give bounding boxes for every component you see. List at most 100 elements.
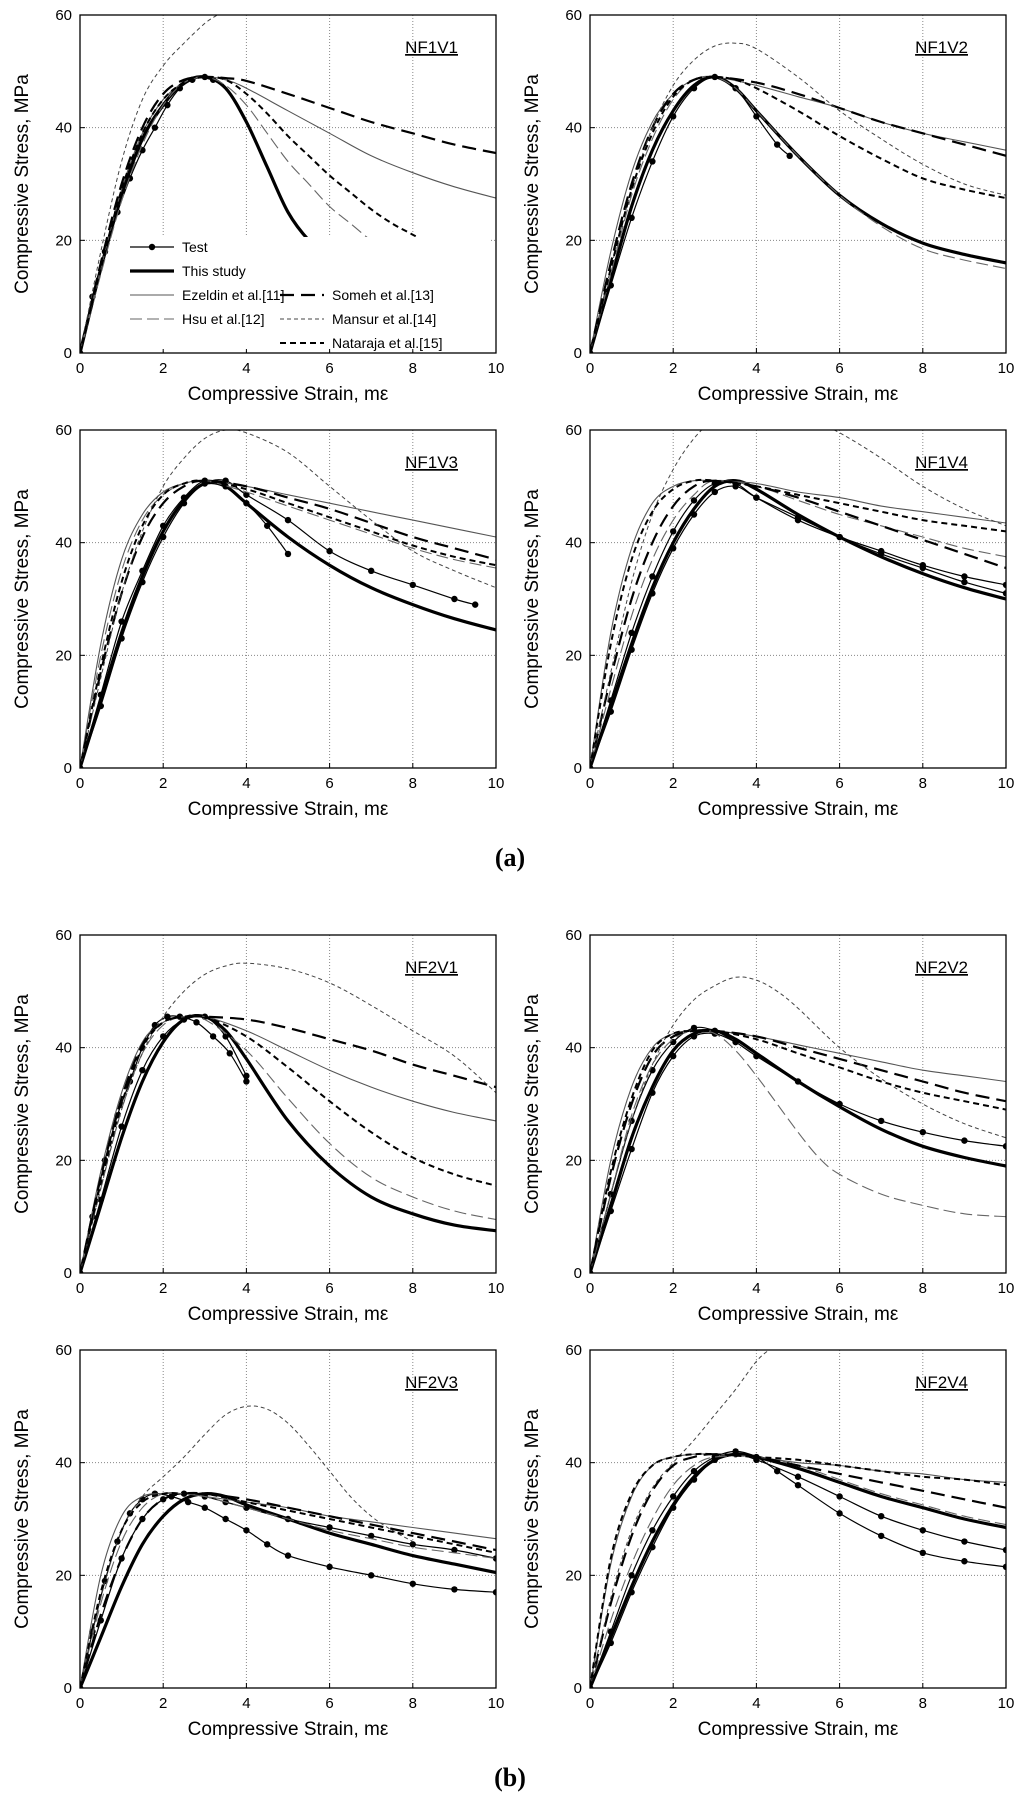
x-tick-label: 6 — [835, 1280, 843, 1297]
series-line-test — [590, 1450, 1006, 1688]
x-tick-label: 4 — [752, 1695, 760, 1712]
specimen-label: NF1V3 — [405, 453, 458, 472]
y-tick-label: 60 — [55, 422, 72, 439]
series-line-this-study — [590, 75, 1006, 353]
x-axis-title: Compressive Strain, mε — [698, 384, 899, 405]
test-data-point — [919, 1527, 926, 1534]
x-tick-label: 0 — [586, 360, 594, 377]
series-line-mansur — [590, 976, 1006, 1273]
test-data-point — [878, 1512, 885, 1520]
legend-label: Mansur et al.[14] — [332, 311, 436, 327]
test-data-point — [151, 124, 159, 131]
x-tick-label: 2 — [159, 1280, 167, 1297]
series-line-someh — [80, 1015, 496, 1273]
chart-panel-nf2v1: 0 2 4 6 8 10 0 20 40 60 Compressive Strain, mε Comp… — [12, 927, 504, 1325]
legend-label: Test — [182, 239, 208, 255]
plot-frame — [589, 934, 1007, 1274]
legend-item-ezeldin: Ezeldin et al.[11] — [130, 287, 284, 303]
y-tick-label: 60 — [55, 927, 72, 944]
series-line-mansur — [590, 1350, 770, 1688]
test-data-point — [409, 1580, 416, 1587]
y-tick-label: 0 — [574, 1265, 582, 1282]
y-tick-label: 20 — [565, 232, 582, 249]
x-tick-label: 6 — [835, 775, 843, 792]
series-line-nataraja — [590, 75, 1006, 353]
test-data-point — [492, 1589, 496, 1596]
test-data-point — [753, 494, 760, 501]
test-data-point — [368, 1572, 375, 1579]
series-line-test — [80, 479, 476, 768]
series-line-mansur — [80, 15, 218, 353]
x-tick-label: 4 — [752, 360, 760, 377]
legend-item-this-study: This study — [130, 263, 246, 279]
series-line-nataraja — [80, 1013, 496, 1273]
test-data-point — [794, 1482, 802, 1489]
y-tick-label: 0 — [574, 760, 582, 777]
series-line-hsu — [80, 76, 414, 353]
x-tick-label: 2 — [669, 1280, 677, 1297]
series-line-test — [80, 1015, 247, 1273]
test-data-point — [409, 1541, 416, 1548]
series-line-nataraja — [80, 1492, 496, 1688]
y-axis-title: Compressive Stress, MPa — [522, 74, 543, 294]
legend-item-nataraja: Nataraja et al.[15] — [280, 335, 443, 351]
series-line-nataraja — [590, 1029, 1006, 1273]
x-tick-label: 2 — [159, 360, 167, 377]
test-data-point — [961, 1558, 968, 1565]
y-tick-label: 60 — [55, 1342, 72, 1359]
test-data-point — [628, 1572, 635, 1579]
test-data-point — [243, 1078, 250, 1085]
x-axis-title: Compressive Strain, mε — [188, 799, 389, 820]
test-data-point — [222, 1515, 229, 1523]
test-data-point — [193, 1019, 200, 1026]
series-line-ezeldin — [590, 76, 1006, 353]
y-tick-label: 20 — [565, 1567, 582, 1584]
legend-label: Nataraja et al.[15] — [332, 335, 443, 351]
x-tick-label: 8 — [409, 1695, 417, 1712]
series-line-nataraja — [590, 478, 1006, 768]
caption-b: (b) — [494, 1763, 526, 1792]
test-data-point — [1002, 1143, 1006, 1150]
series-line-someh — [590, 75, 1006, 353]
y-tick-label: 60 — [565, 422, 582, 439]
x-tick-label: 10 — [998, 360, 1015, 377]
test-data-point — [690, 1467, 698, 1475]
x-tick-label: 8 — [409, 775, 417, 792]
legend-marker — [148, 243, 156, 251]
plot-frame — [79, 1349, 497, 1689]
test-data-point — [649, 158, 656, 165]
x-tick-label: 4 — [752, 775, 760, 792]
test-data-point — [326, 547, 333, 555]
legend-item-someh: Someh et al.[13] — [280, 287, 434, 303]
x-tick-label: 2 — [159, 775, 167, 792]
x-tick-label: 0 — [76, 1695, 84, 1712]
series-line-someh — [590, 479, 1006, 768]
x-tick-label: 8 — [409, 360, 417, 377]
test-data-point — [919, 1549, 926, 1557]
series-line-mansur — [80, 1405, 414, 1688]
series-line-nataraja — [590, 1452, 1006, 1688]
series-line-this-study — [590, 1028, 1006, 1273]
test-data-point — [786, 152, 793, 160]
x-tick-label: 6 — [325, 360, 333, 377]
test-data-point — [492, 1555, 496, 1562]
legend-label: Ezeldin et al.[11] — [182, 287, 284, 303]
test-data-point — [451, 595, 458, 603]
test-data-point — [670, 528, 677, 535]
y-tick-label: 40 — [55, 1040, 72, 1057]
y-axis-title: Compressive Stress, MPa — [12, 74, 33, 294]
series-group — [590, 430, 1006, 768]
plot-frame — [589, 14, 1007, 354]
test-data-point — [409, 581, 416, 589]
test-data-point — [1002, 1546, 1006, 1554]
specimen-label: NF2V4 — [915, 1373, 968, 1392]
x-axis-title: Compressive Strain, mε — [188, 1719, 389, 1740]
series-line-hsu — [590, 1455, 1006, 1688]
series-line-this-study — [80, 1491, 496, 1688]
y-tick-label: 40 — [55, 535, 72, 552]
x-tick-label: 8 — [409, 1280, 417, 1297]
y-tick-label: 40 — [55, 120, 72, 137]
x-tick-label: 0 — [586, 1280, 594, 1297]
y-tick-label: 20 — [55, 1567, 72, 1584]
x-tick-label: 6 — [835, 1695, 843, 1712]
